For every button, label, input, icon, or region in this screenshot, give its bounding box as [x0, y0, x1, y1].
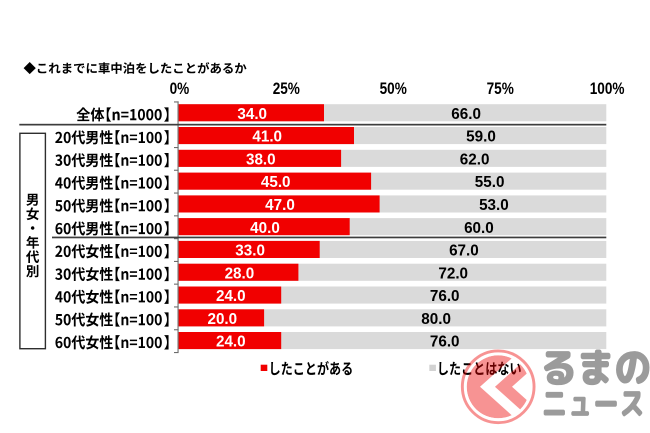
svg-text:100%: 100%	[590, 80, 625, 99]
svg-text:59.0: 59.0	[466, 129, 496, 146]
svg-text:53.0: 53.0	[479, 197, 509, 214]
svg-text:47.0: 47.0	[265, 197, 295, 214]
svg-text:34.0: 34.0	[237, 106, 267, 123]
svg-text:0%: 0%	[170, 80, 190, 99]
svg-text:76.0: 76.0	[430, 334, 460, 351]
svg-text:72.0: 72.0	[438, 265, 468, 282]
svg-text:41.0: 41.0	[252, 129, 282, 146]
svg-text:40.0: 40.0	[250, 220, 280, 237]
svg-text:60.0: 60.0	[464, 220, 494, 237]
svg-text:24.0: 24.0	[216, 334, 246, 351]
svg-text:33.0: 33.0	[235, 243, 265, 260]
svg-text:20.0: 20.0	[207, 311, 237, 328]
svg-text:50%: 50%	[380, 80, 407, 99]
svg-text:80.0: 80.0	[421, 311, 451, 328]
svg-text:25%: 25%	[273, 80, 300, 99]
svg-text:62.0: 62.0	[460, 151, 490, 168]
svg-text:75%: 75%	[487, 80, 514, 99]
svg-text:38.0: 38.0	[246, 151, 276, 168]
svg-text:66.0: 66.0	[451, 106, 481, 123]
svg-text:45.0: 45.0	[261, 174, 291, 191]
svg-text:28.0: 28.0	[225, 265, 255, 282]
svg-text:55.0: 55.0	[475, 174, 505, 191]
svg-text:76.0: 76.0	[430, 288, 460, 305]
svg-text:67.0: 67.0	[449, 243, 479, 260]
svg-text:24.0: 24.0	[216, 288, 246, 305]
